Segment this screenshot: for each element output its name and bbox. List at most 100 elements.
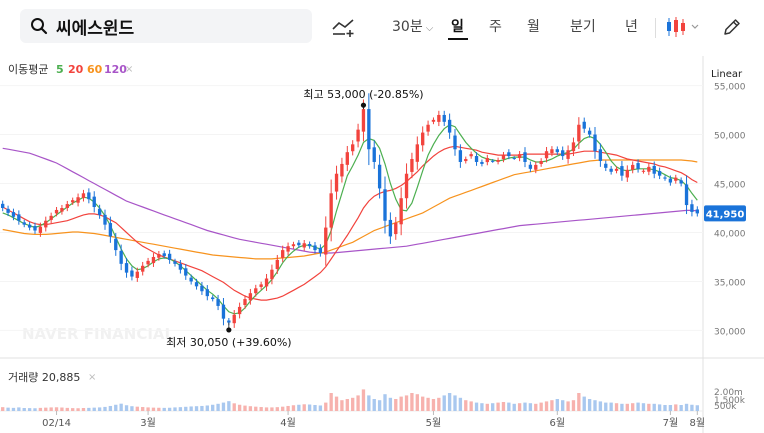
volume-bar: [6, 407, 10, 411]
candle-body: [189, 277, 193, 282]
candle-body: [485, 158, 489, 163]
volume-bar: [248, 406, 253, 411]
volume-bar: [135, 406, 139, 411]
period-tab-week[interactable]: 주: [489, 19, 502, 35]
volume-bar: [194, 406, 199, 411]
candle-body: [571, 142, 576, 152]
volume-bar: [340, 400, 344, 411]
period-tab-quarter[interactable]: 분기: [570, 19, 596, 35]
volume-bar: [178, 407, 183, 411]
volume-bar: [27, 408, 32, 411]
volume-bar: [496, 402, 500, 411]
drawing-tool-icon[interactable]: [331, 17, 357, 37]
period-tab-day[interactable]: 일: [451, 19, 464, 35]
candle-body: [517, 154, 522, 159]
pencil-icon[interactable]: [722, 17, 742, 37]
volume-bar: [313, 405, 317, 411]
ma-close-icon[interactable]: ×: [125, 64, 133, 75]
candle-body: [421, 132, 425, 146]
volume-bar: [593, 400, 597, 411]
volume-bar: [232, 403, 236, 411]
x-tick-label: 3월: [140, 417, 156, 429]
volume-bar: [33, 408, 37, 411]
candle-body: [501, 155, 506, 160]
candle-body: [237, 306, 242, 315]
volume-bar: [119, 403, 123, 411]
candle-body: [582, 121, 586, 129]
candle-body: [291, 244, 296, 247]
volume-bar: [221, 402, 226, 411]
candle-type-icon[interactable]: [665, 16, 701, 38]
y-tick-label: 50,000: [714, 132, 746, 142]
candle-body: [27, 224, 32, 228]
period-tab-year[interactable]: 년: [625, 19, 638, 35]
candle-body: [44, 220, 48, 228]
scale-mode-label[interactable]: Linear: [711, 69, 743, 80]
volume-bar: [550, 400, 554, 411]
candle-body: [480, 161, 484, 164]
volume-close-icon[interactable]: ×: [88, 372, 96, 383]
candle-body: [577, 124, 581, 142]
volume-bar: [151, 407, 156, 411]
ma-5-label: 5: [56, 63, 64, 76]
candle-body: [329, 193, 333, 228]
candle-body: [491, 160, 495, 162]
volume-bar: [200, 405, 204, 411]
volume-bar: [394, 399, 398, 411]
chart-background: [0, 54, 764, 433]
interval-dropdown[interactable]: 30분 ⌵: [392, 16, 433, 36]
candle-body: [264, 278, 269, 287]
candle-body: [243, 299, 247, 306]
candle-body: [614, 168, 619, 171]
candle-body: [647, 166, 651, 172]
volume-bar: [334, 396, 339, 411]
volume-bar: [1, 407, 5, 411]
volume-bar: [512, 403, 516, 411]
ma5-line: [2, 124, 698, 315]
volume-bar: [38, 407, 43, 411]
volume-bar: [44, 407, 48, 411]
candle-body: [512, 157, 516, 159]
volume-bar: [297, 404, 301, 411]
candle-body: [211, 297, 215, 300]
ma60-line: [2, 159, 698, 260]
period-tab-month[interactable]: 월: [527, 19, 540, 35]
last-price-label: 41,950: [706, 209, 745, 220]
volume-bar: [167, 407, 172, 411]
candle-body: [340, 163, 344, 177]
candle-body: [146, 260, 150, 265]
volume-bar: [399, 396, 403, 411]
candle-body: [307, 244, 312, 247]
volume-bar: [485, 403, 489, 411]
x-tick-label: 8월: [690, 417, 706, 429]
volume-bar: [205, 405, 209, 411]
candle-body: [81, 193, 86, 199]
search-icon: [31, 18, 48, 35]
volume-bar: [54, 407, 59, 411]
volume-bar: [124, 405, 129, 411]
candle-body: [162, 253, 166, 256]
watermark: NAVER FINANCIAL: [22, 325, 175, 343]
candle-body: [184, 268, 188, 276]
volume-bar: [71, 408, 75, 411]
volume-bar: [625, 403, 629, 411]
candle-body: [60, 208, 64, 212]
volume-bar: [237, 404, 242, 411]
volume-bar: [243, 405, 247, 411]
volume-bar: [636, 402, 640, 411]
volume-bar: [464, 400, 468, 411]
candle-body: [87, 192, 91, 200]
candle-body: [415, 144, 419, 162]
candle-body: [437, 114, 441, 122]
stock-search-box[interactable]: 씨에스윈드: [20, 9, 312, 43]
volume-bar: [663, 405, 667, 411]
y-tick-label: 45,000: [714, 181, 746, 191]
candle-body: [604, 163, 608, 168]
candle-body: [173, 261, 177, 264]
candle-body: [232, 314, 236, 324]
candle-body: [410, 159, 414, 172]
high-annotation: 최고 53,000 (-20.85%): [303, 88, 423, 101]
x-tick-label: 6월: [550, 417, 566, 429]
price-chart[interactable]: 이동평균 5 20 60 120 × Linear NAVER FINANCIA…: [0, 54, 764, 433]
volume-bar: [437, 397, 441, 411]
